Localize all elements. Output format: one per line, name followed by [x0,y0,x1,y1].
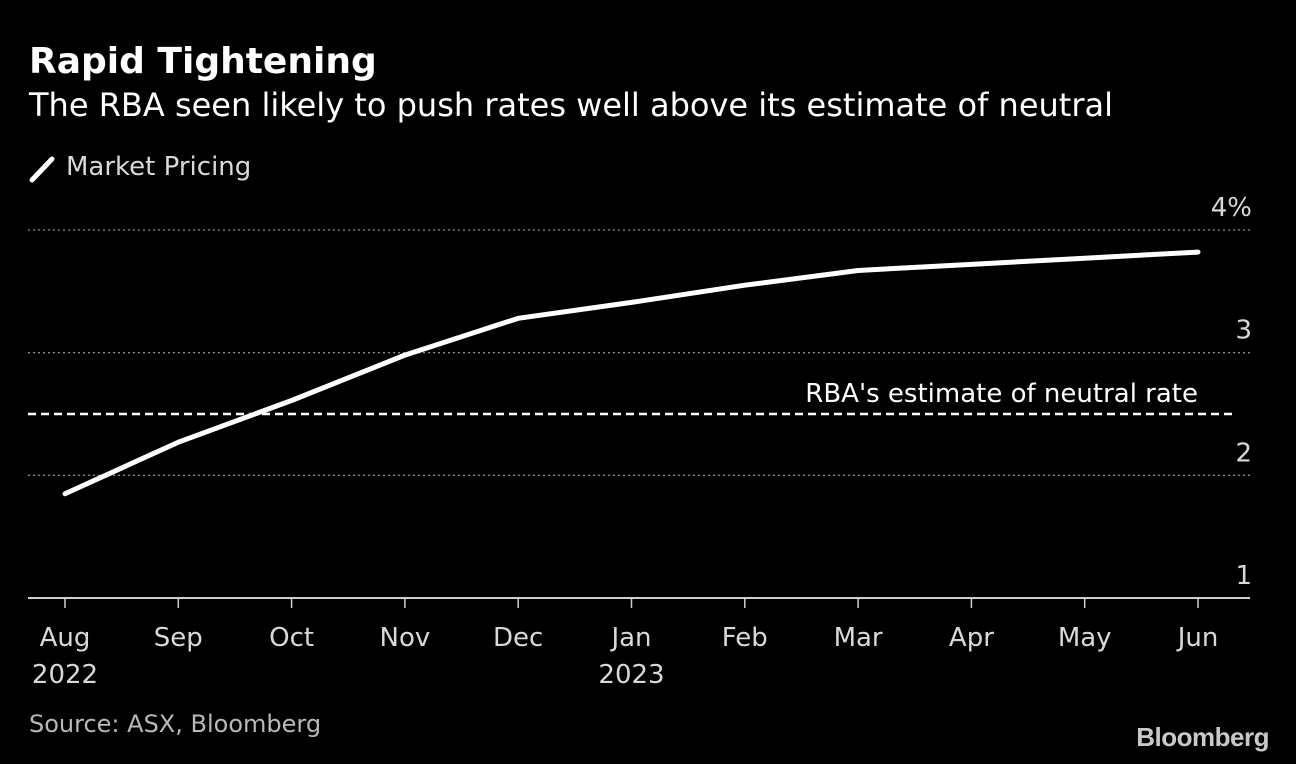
x-tick-label-mar: Mar [834,623,883,653]
y-tick-label-1: 1 [1235,561,1252,591]
bloomberg-logo: Bloomberg [1136,722,1269,752]
data-point-dec [516,316,520,320]
x-tick-label-jun: Jun [1176,623,1219,653]
y-tick-label-3: 3 [1235,316,1252,346]
legend-line-icon [29,156,55,183]
x-tick-label-nov: Nov [380,623,431,653]
x-tick-label-dec: Dec [493,623,543,653]
chart-subtitle: The RBA seen likely to push rates well a… [29,86,1113,124]
x-tick-label-feb: Feb [722,623,768,653]
x-tick-label-may: May [1058,623,1112,653]
x-tick-label-aug: Aug [40,623,91,653]
x-tick-label-sep: Sep [154,623,203,653]
chart-title: Rapid Tightening [29,41,377,82]
y-tick-label-2: 2 [1235,438,1252,468]
data-point-mar [856,268,860,272]
data-point-apr [969,262,973,266]
data-point-feb [743,283,747,287]
x-tick-year-2023: 2023 [598,660,664,690]
legend: Market Pricing [29,150,251,184]
data-point-sep [176,440,180,444]
data-point-oct [290,399,294,403]
data-point-jan [630,300,633,304]
series-line-market-pricing [62,249,1201,497]
data-point-may [1083,256,1087,260]
x-tick-label-jan: Jan [609,623,651,653]
legend-label-market-pricing: Market Pricing [66,152,252,182]
data-point-aug [63,492,67,496]
source-note: Source: ASX, Bloomberg [29,710,322,738]
x-tick-year-2022: 2022 [32,660,98,690]
x-tick-label-oct: Oct [269,623,314,653]
data-point-jun [1196,250,1200,254]
x-tick-label-apr: Apr [949,623,994,653]
data-point-nov [403,353,407,357]
y-tick-label-4: 4% [1211,193,1252,223]
neutral-rate-label: RBA's estimate of neutral rate [805,379,1198,409]
